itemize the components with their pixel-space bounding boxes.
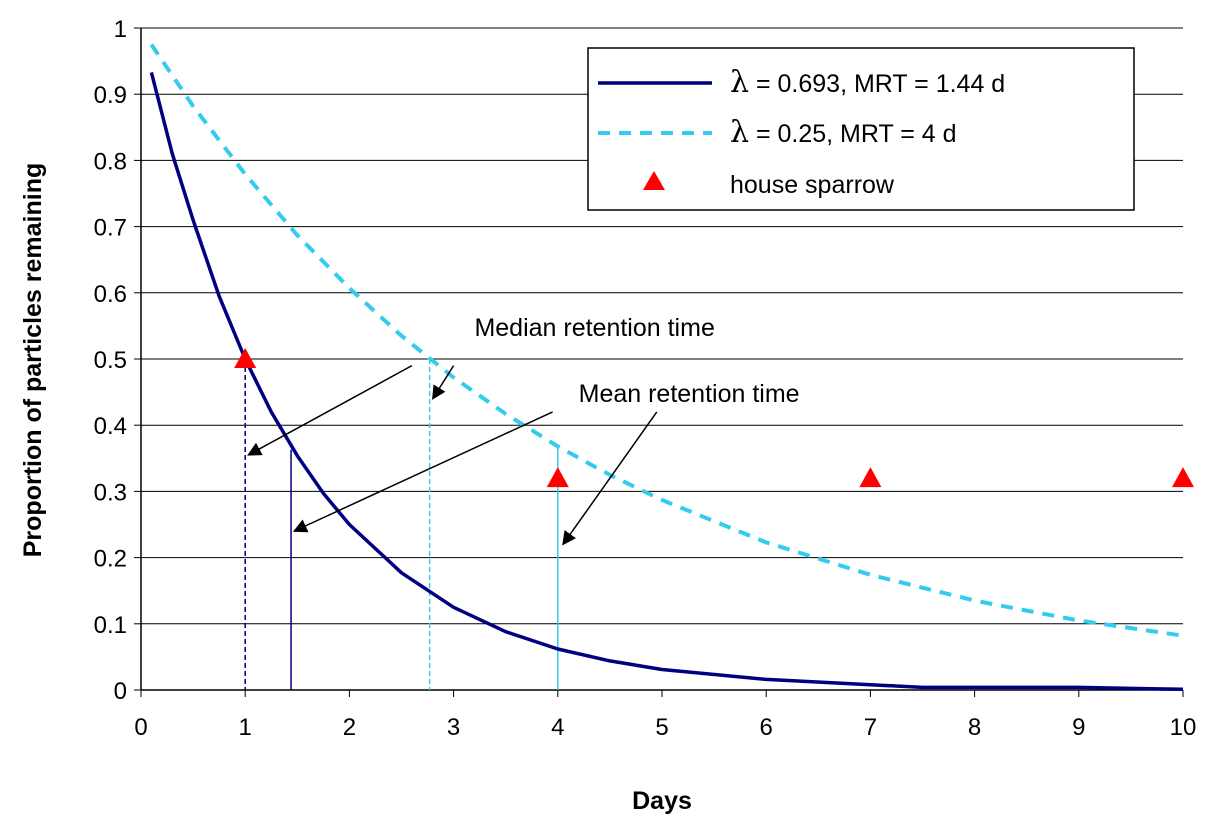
x-tick-label: 0 xyxy=(134,714,147,741)
legend-entry-series-3: house sparrow xyxy=(730,171,895,199)
x-tick-label: 4 xyxy=(551,714,564,741)
x-tick-label: 1 xyxy=(239,714,252,741)
y-tick-label: 0.5 xyxy=(94,347,127,374)
annotation-arrow xyxy=(247,364,413,456)
x-tick-label: 7 xyxy=(864,714,877,741)
y-tick-label: 0.7 xyxy=(94,215,127,242)
x-axis-title: Days xyxy=(632,787,692,815)
y-tick-label: 0.1 xyxy=(94,612,127,639)
y-tick-label: 0.3 xyxy=(94,479,127,506)
x-tick-label: 3 xyxy=(447,714,460,741)
annotation-label-1: Median retention time xyxy=(474,314,714,342)
reference-lines xyxy=(244,359,559,690)
series-layer xyxy=(149,43,1194,692)
annotation-arrow xyxy=(292,411,553,533)
y-tick-label: 0 xyxy=(114,678,127,705)
y-tick-label: 0.8 xyxy=(94,148,127,175)
axes: 00.10.20.30.40.50.60.70.80.910 1 2 3 4 5 6 7 8 9 1… xyxy=(94,16,1197,741)
data-point-house-sparrow xyxy=(546,467,569,488)
x-tick-label: 5 xyxy=(655,714,668,741)
annotations: Median retention time Mean retention time xyxy=(247,314,800,546)
x-tick-label: 8 xyxy=(968,714,981,741)
legend-entry-series-2: λ = 0.25, MRT = 4 d xyxy=(730,115,957,150)
legend: λ = 0.693, MRT = 1.44 d λ = 0.25, MRT = … xyxy=(587,47,1135,211)
annotation-label-2: Mean retention time xyxy=(579,380,800,408)
y-tick-label: 0.4 xyxy=(94,413,127,440)
data-point-house-sparrow xyxy=(1172,467,1194,488)
x-tick-label: 2 xyxy=(343,714,356,741)
data-point-house-sparrow xyxy=(234,348,257,368)
annotation-arrow xyxy=(432,365,455,400)
x-tick-label: 9 xyxy=(1072,714,1085,741)
y-tick-label: 0.6 xyxy=(94,281,127,308)
legend-box xyxy=(587,47,1135,211)
y-tick-label: 1 xyxy=(114,16,127,43)
x-tick-label: 10 xyxy=(1170,714,1197,741)
legend-entry-series-1: λ = 0.693, MRT = 1.44 d xyxy=(730,65,1005,100)
y-tick-label: 0.9 xyxy=(94,82,127,109)
series-line-2 xyxy=(149,43,1184,638)
x-tick-label: 6 xyxy=(760,714,773,741)
y-axis-title: Proportion of particles remaining xyxy=(19,163,47,558)
series-line-1 xyxy=(149,71,1184,692)
legend-swatch-series-3 xyxy=(643,171,665,190)
y-tick-label: 0.2 xyxy=(94,546,127,573)
data-point-house-sparrow xyxy=(859,467,882,488)
annotation-arrow xyxy=(562,411,658,546)
